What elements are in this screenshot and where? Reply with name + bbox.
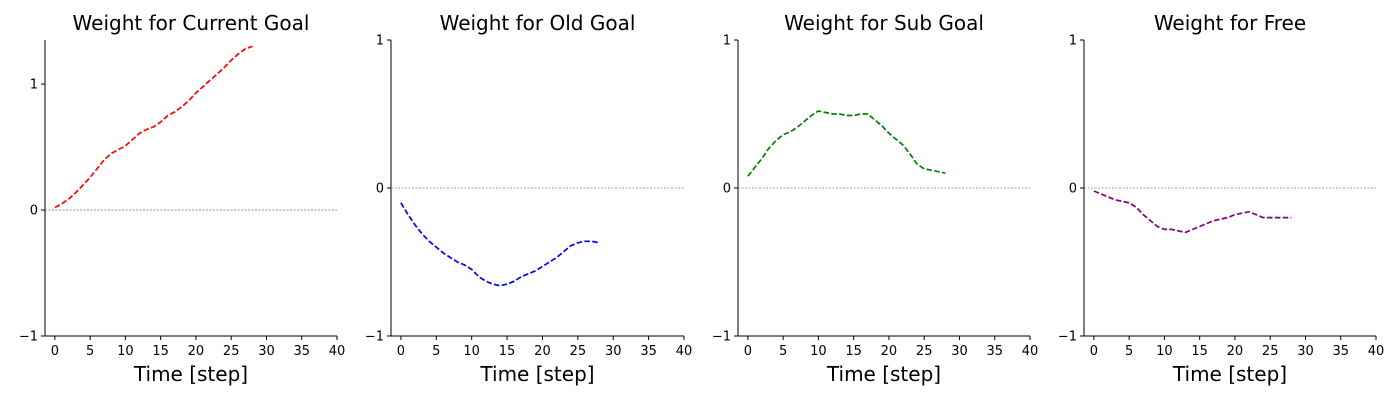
y-tick-label: 0 <box>723 182 731 197</box>
x-tick-label: 30 <box>258 344 275 359</box>
x-tick-label: 35 <box>293 344 310 359</box>
y-tick-label: −1 <box>712 330 731 345</box>
y-tick-label: 1 <box>30 78 38 93</box>
x-axis-label: Time [step] <box>133 362 248 386</box>
x-tick-label: 30 <box>605 344 622 359</box>
x-tick-label: 15 <box>499 344 516 359</box>
y-tick-label: 1 <box>1069 34 1077 49</box>
x-tick-label: 30 <box>1297 344 1314 359</box>
x-tick-label: 40 <box>1368 344 1385 359</box>
y-tick-label: −1 <box>19 330 38 345</box>
x-tick-label: 25 <box>223 344 240 359</box>
x-axis-label: Time [step] <box>826 362 941 386</box>
y-tick-label: 1 <box>376 34 384 49</box>
series-line <box>400 202 600 287</box>
x-tick-label: 15 <box>152 344 169 359</box>
x-tick-label: 10 <box>810 344 827 359</box>
y-tick-label: −1 <box>1058 330 1077 345</box>
y-tick-label: 1 <box>723 34 731 49</box>
x-tick-label: 35 <box>1332 344 1349 359</box>
x-tick-label: 40 <box>329 344 346 359</box>
x-tick-label: 20 <box>188 344 205 359</box>
x-tick-label: 25 <box>1262 344 1279 359</box>
y-tick-label: 0 <box>376 182 384 197</box>
x-tick-label: 20 <box>881 344 898 359</box>
x-tick-label: 20 <box>534 344 551 359</box>
x-tick-label: 0 <box>744 344 752 359</box>
x-tick-label: 10 <box>463 344 480 359</box>
x-tick-label: 25 <box>916 344 933 359</box>
chart-weight-for-old-goal: Weight for Old Goal 0 5 10 15 20 25 30 35 40 −1 0 1 T… <box>365 11 692 386</box>
series-line <box>54 45 253 209</box>
chart-weight-for-sub-goal: Weight for Sub Goal 0 5 10 15 20 25 30 35 40 −1 0 1 T… <box>712 11 1038 386</box>
x-tick-label: 5 <box>1125 344 1133 359</box>
series-line <box>1093 190 1292 234</box>
x-axis-label: Time [step] <box>1172 362 1287 386</box>
series-line <box>747 110 946 177</box>
x-tick-label: 35 <box>986 344 1003 359</box>
x-tick-label: 15 <box>845 344 862 359</box>
x-tick-label: 40 <box>676 344 693 359</box>
x-tick-label: 40 <box>1022 344 1039 359</box>
y-tick-label: 0 <box>1069 182 1077 197</box>
chart-title: Weight for Sub Goal <box>784 11 984 35</box>
x-tick-label: 15 <box>1191 344 1208 359</box>
x-tick-label: 35 <box>640 344 657 359</box>
x-tick-label: 0 <box>1090 344 1098 359</box>
x-tick-label: 10 <box>1156 344 1173 359</box>
y-tick-label: −1 <box>365 330 384 345</box>
chart-title: Weight for Old Goal <box>440 11 636 35</box>
x-tick-label: 30 <box>951 344 968 359</box>
chart-title: Weight for Current Goal <box>73 11 310 35</box>
y-tick-label: 0 <box>30 204 38 219</box>
x-tick-label: 5 <box>86 344 94 359</box>
x-tick-label: 5 <box>432 344 440 359</box>
x-tick-label: 0 <box>51 344 59 359</box>
x-tick-label: 5 <box>779 344 787 359</box>
chart-weight-for-free: Weight for Free 0 5 10 15 20 25 30 35 40 −1 0 1 Time … <box>1058 11 1384 386</box>
x-tick-label: 0 <box>397 344 405 359</box>
x-tick-label: 25 <box>570 344 587 359</box>
x-axis-label: Time [step] <box>479 362 594 386</box>
chart-title: Weight for Free <box>1154 11 1306 35</box>
x-tick-label: 20 <box>1227 344 1244 359</box>
x-tick-label: 10 <box>117 344 134 359</box>
